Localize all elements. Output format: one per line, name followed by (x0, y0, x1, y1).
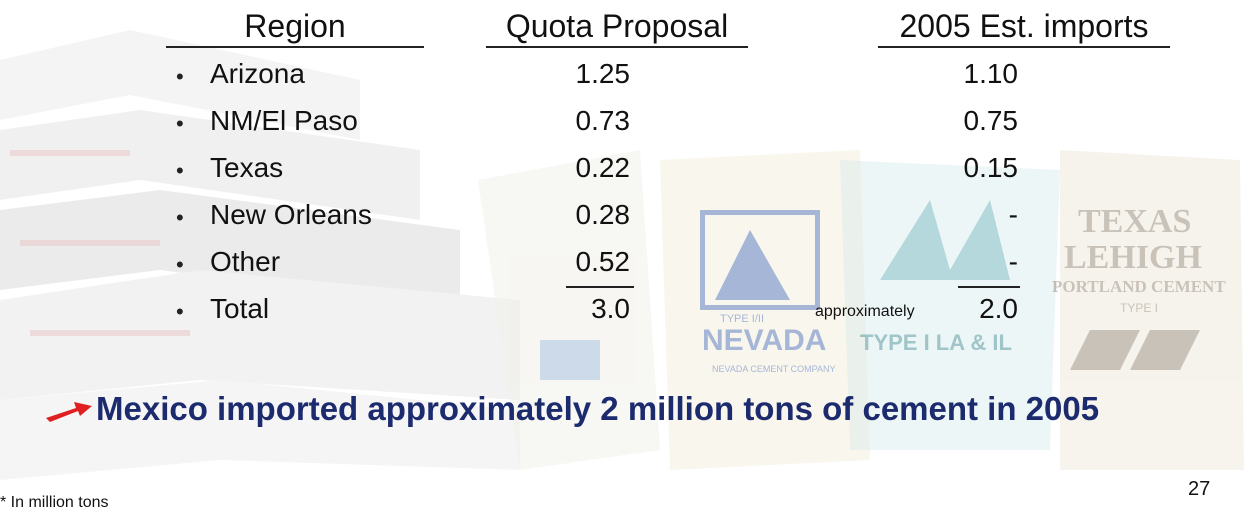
bullet: • (176, 64, 184, 89)
bullet: • (176, 252, 184, 277)
bullet: • (176, 299, 184, 324)
header-region: Region (244, 8, 346, 44)
table-row-texas: • Texas 0.22 0.15 (0, 152, 1244, 192)
region-name: Texas (210, 152, 284, 183)
table-row-other: • Other 0.52 - (0, 246, 1244, 286)
imports-value: 0.75 (963, 105, 1019, 136)
cement-bag-nevada: NEVADA TYPE I/II NEVADA CEMENT COMPANY (660, 150, 870, 470)
quota-value: 0.73 (575, 105, 631, 136)
headline: Mexico imported approximately 2 million … (96, 390, 1100, 427)
quota-total: 3.0 (591, 293, 630, 324)
texas-bag-line2: LEHIGH (1064, 239, 1202, 276)
header-imports-rule (878, 46, 1170, 48)
red-arrow-icon (46, 402, 92, 422)
imports-value: 1.10 (963, 58, 1019, 89)
middle-bag-text: TYPE I LA & IL (860, 330, 1012, 355)
region-name: NM/El Paso (210, 105, 358, 136)
imports-value: 0.15 (963, 152, 1019, 183)
texas-bag-line3: PORTLAND CEMENT (1052, 277, 1226, 296)
bullet: • (176, 205, 184, 230)
page-number: 27 (1188, 478, 1211, 500)
table-row-total: • Total 3.0 approximately 2.0 (0, 293, 1244, 333)
quota-subtotal-rule (566, 286, 634, 288)
quota-value: 0.52 (575, 246, 631, 277)
table-row-new-orleans: • New Orleans 0.28 - (0, 199, 1244, 239)
header-quota-rule (486, 46, 748, 48)
drywall-stack (0, 30, 520, 480)
imports-value: - (1008, 199, 1018, 230)
quota-value: 1.25 (575, 58, 631, 89)
nevada-brand-text: NEVADA (702, 324, 826, 357)
region-name: Total (210, 293, 270, 324)
region-name: New Orleans (210, 199, 372, 230)
table-row-nm-el-paso: • NM/El Paso 0.73 0.75 (0, 105, 1244, 145)
imports-total: 2.0 (979, 293, 1018, 324)
nevada-company-text: NEVADA CEMENT COMPANY (712, 364, 836, 374)
header-region-rule (166, 46, 424, 48)
imports-value: - (1008, 246, 1018, 277)
bullet: • (176, 158, 184, 183)
nevada-type-text: TYPE I/II (720, 313, 764, 325)
quota-value: 0.28 (575, 199, 631, 230)
header-2005-imports: 2005 Est. imports (899, 8, 1149, 44)
header-quota-proposal: Quota Proposal (505, 8, 729, 44)
region-name: Arizona (210, 58, 305, 89)
approximately-label: approximately (815, 303, 915, 320)
cement-bag-texas-lehigh: TEXAS LEHIGH PORTLAND CEMENT TYPE I (1052, 150, 1244, 470)
region-name: Other (210, 246, 281, 277)
footnote: * In million tons (0, 494, 109, 511)
cement-bag-middle: TYPE I LA & IL (840, 160, 1060, 450)
cement-bag-white (478, 150, 660, 470)
table-row-arizona: • Arizona 1.25 1.10 (0, 58, 1244, 98)
texas-bag-type: TYPE I (1120, 301, 1158, 315)
bullet: • (176, 111, 184, 136)
imports-subtotal-rule (958, 286, 1020, 288)
quota-value: 0.22 (575, 152, 631, 183)
texas-bag-line1: TEXAS (1078, 203, 1191, 240)
